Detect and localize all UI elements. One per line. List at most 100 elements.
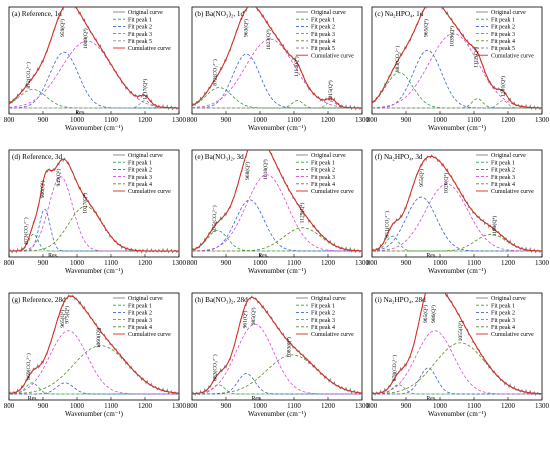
x-tick-label: 1100 [287,116,301,124]
fit-peak-curve-4 [372,98,542,109]
x-tick-label: 1000 [253,402,268,410]
x-tick-label: 900 [401,402,412,410]
x-tick-label: 1200 [138,116,153,124]
peak-annotation: 1215(Q⁴) [327,80,334,101]
peak-annotation: 965(Q²) [422,305,429,323]
fit-peak-curve-1 [372,235,542,252]
x-tick-label: 1200 [321,116,336,124]
legend-label: Fit peak 4 [491,39,515,45]
peak-annotation: 872(CO₃²⁻) [25,62,32,89]
legend-label: Cumulative curve [491,332,534,338]
x-tick-label: 1300 [535,259,550,267]
legend-label: Cumulative curve [311,53,354,59]
x-axis-label: Wavenumber (cm⁻¹) [428,410,487,418]
x-tick-label: 1100 [104,402,118,410]
peak-annotation: 1027(Q³) [82,193,89,214]
legend-label: Fit peak 2 [491,25,515,31]
legend-label: Fit peak 3 [128,318,152,324]
chart-title: (f) Na₂HPO₄, 3d [375,153,423,161]
cumulative-curve [9,7,179,109]
fit-peak-curve-3 [372,183,542,252]
cumulative-curve [372,155,542,252]
x-tick-label: 900 [221,402,232,410]
legend-label: Fit peak 3 [128,175,152,181]
residual-label: Res. [252,396,263,402]
legend-label: Fit peak 5 [311,46,335,52]
peak-annotation: 963(Q²) [242,19,249,37]
x-tick-label: 900 [38,402,49,410]
fit-peak-curve-4 [192,354,362,395]
legend-label: Fit peak 2 [491,311,515,317]
legend-label: Fit peak 3 [311,32,335,38]
legend-label: Original curve [491,153,526,159]
x-tick-label: 800 [367,402,378,410]
fit-peak-curve-2 [372,196,542,252]
legend-label: Fit peak 3 [311,175,335,181]
chart-panel-8: (h) Ba(NO₃)₂, 28d 800 900 1000 1100 1200 1300 W… [187,292,370,418]
plot-frame [8,149,180,258]
legend-label: Fit peak 1 [128,17,152,23]
chart-panel-4: (d) Reference, 3d 800 900 1000 1100 1200 1300 W… [4,149,187,275]
plot-frame [8,6,180,115]
x-tick-label: 1200 [138,259,153,267]
x-tick-label: 1300 [535,402,550,410]
x-tick-label: 1000 [433,402,448,410]
peak-annotation: 878(CO₃²⁻) [391,355,398,382]
legend-label: Original curve [311,10,346,16]
legend-label: Cumulative curve [311,332,354,338]
legend-label: Fit peak 2 [128,25,152,31]
legend-label: Fit peak 4 [311,325,335,331]
x-axis-label: Wavenumber (cm⁻¹) [428,124,487,132]
chart-title: (a) Reference, 1d [12,10,62,18]
x-tick-label: 1300 [355,402,370,410]
residual-label: Res. [426,253,437,259]
chart-panel-6: (f) Na₂HPO₄, 3d 800 900 1000 1100 1200 1300 Wav… [367,149,550,275]
x-tick-label: 1100 [467,402,481,410]
legend-label: Fit peak 4 [311,182,335,188]
peak-annotation: 1217(Q⁴) [142,79,149,100]
chart-title: (b) Ba(NO₃)₂, 1d [195,10,245,18]
x-tick-label: 1000 [70,402,85,410]
peak-annotation: 906(Q¹) [39,180,46,198]
x-tick-label: 900 [38,259,49,267]
x-axis-label: Wavenumber (cm⁻¹) [65,267,124,275]
legend-label: Fit peak 1 [491,160,515,166]
peak-annotation: 949(Q²) [55,169,62,187]
chart-title: (g) Reference, 28d [12,296,66,304]
cumulative-curve [9,158,179,252]
peak-annotation: 1201(Q⁴) [500,76,507,97]
legend-label: Fit peak 3 [491,175,515,181]
legend-label: Cumulative curve [311,189,354,195]
peak-annotation: 985(Q²) [250,307,257,325]
fit-peak-curve-4 [9,100,179,109]
plot-frame [371,149,543,258]
x-tick-label: 1000 [253,116,268,124]
legend-label: Original curve [311,153,346,159]
legend-label: Fit peak 4 [491,325,515,331]
legend-label: Fit peak 4 [128,182,152,188]
plot-frame [371,6,543,115]
fit-peak-curve-2 [192,373,362,395]
legend-label: Fit peak 4 [311,39,335,45]
peak-annotation: 965(Q²) [59,310,66,328]
fit-peak-curve-3 [9,176,179,252]
fit-peak-curve-5 [192,101,362,109]
residual-label: Res. [426,396,437,402]
x-axis-label: Wavenumber (cm⁻¹) [428,267,487,275]
x-tick-label: 1300 [535,116,550,124]
x-tick-label: 800 [187,402,198,410]
peak-annotation: 1009(Q³) [82,28,89,49]
x-tick-label: 1000 [433,259,448,267]
fit-peak-curve-1 [192,87,362,109]
peak-annotation: 1129(Q⁴) [298,203,305,224]
legend-label: Fit peak 1 [311,303,335,309]
fit-peak-curve-3 [9,330,179,395]
chart-panel-5: (e) Ba(NO₃)₂, 3d 800 900 1000 1100 1200 1300 Wa… [187,149,370,275]
fit-peak-curve-3 [192,323,362,395]
x-tick-label: 800 [187,259,198,267]
x-tick-label: 1100 [467,116,481,124]
cumulative-curve [372,7,542,109]
x-tick-label: 1200 [501,116,516,124]
x-tick-label: 900 [401,259,412,267]
